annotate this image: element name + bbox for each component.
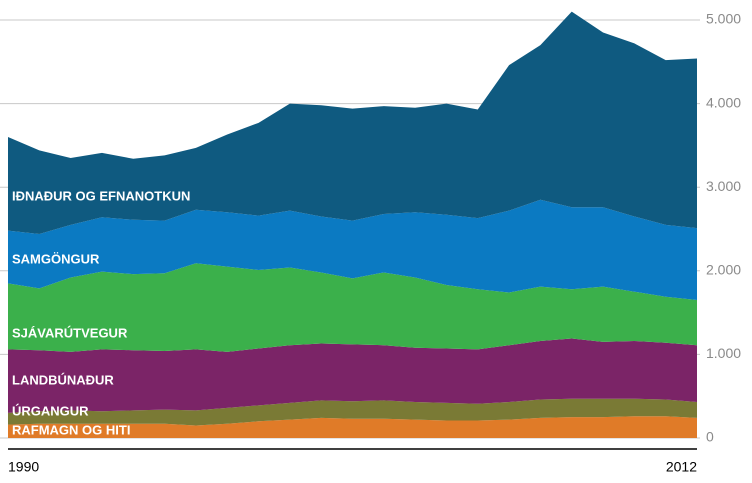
series-label: SJÁVARÚTVEGUR bbox=[12, 325, 128, 340]
areas bbox=[8, 11, 697, 438]
labels: RAFMAGN OG HITI ÚRGANGUR LANDBÚNAÐUR SJÁVAR… bbox=[12, 188, 190, 437]
y-tick-label: 0 bbox=[706, 429, 714, 445]
x-tick-label: 1990 bbox=[8, 459, 39, 475]
y-tick-label: 5.000 bbox=[706, 11, 741, 27]
area bbox=[8, 263, 697, 352]
area bbox=[8, 199, 697, 301]
series-label: SAMGÖNGUR bbox=[12, 251, 100, 266]
y-tick-label: 4.000 bbox=[706, 94, 741, 110]
series-label: LANDBÚNAÐUR bbox=[12, 372, 114, 387]
x-tick-label: 2012 bbox=[666, 459, 697, 475]
series-label: ÚRGANGUR bbox=[12, 403, 89, 418]
y-tick-label: 2.000 bbox=[706, 262, 741, 278]
series-label: IÐNAÐUR OG EFNANOTKUN bbox=[12, 188, 190, 203]
y-tick-label: 3.000 bbox=[706, 178, 741, 194]
series-label: RAFMAGN OG HITI bbox=[12, 422, 130, 437]
area bbox=[8, 338, 697, 413]
area bbox=[8, 416, 697, 438]
area bbox=[8, 11, 697, 235]
area bbox=[8, 398, 697, 426]
y-tick-label: 1.000 bbox=[706, 345, 741, 361]
